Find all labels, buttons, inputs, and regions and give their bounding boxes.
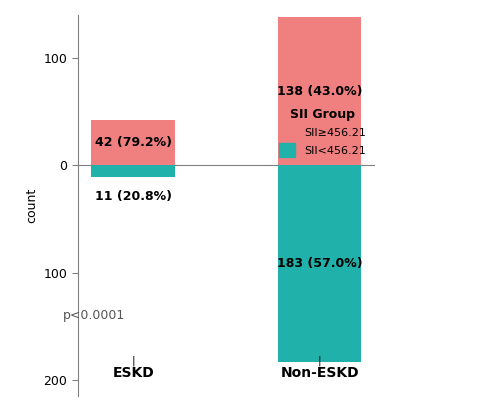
Bar [92, 120, 175, 165]
Bar [278, 165, 361, 362]
Bar [278, 17, 361, 165]
Y-axis label: count: count [25, 188, 38, 223]
Text: 138 (43.0%): 138 (43.0%) [277, 85, 362, 98]
Text: 42 (79.2%): 42 (79.2%) [95, 136, 172, 149]
Text: 183 (57.0%): 183 (57.0%) [277, 257, 362, 270]
Text: Non-ESKD: Non-ESKD [280, 366, 359, 380]
Text: ESKD: ESKD [112, 366, 154, 380]
Text: p<0.0001: p<0.0001 [62, 309, 124, 322]
Text: 11 (20.8%): 11 (20.8%) [95, 190, 172, 203]
Text: |: | [318, 356, 322, 366]
Bar [92, 165, 175, 177]
Legend: SII≥456.21, SII<456.21: SII≥456.21, SII<456.21 [276, 104, 370, 160]
Text: |: | [132, 356, 135, 366]
